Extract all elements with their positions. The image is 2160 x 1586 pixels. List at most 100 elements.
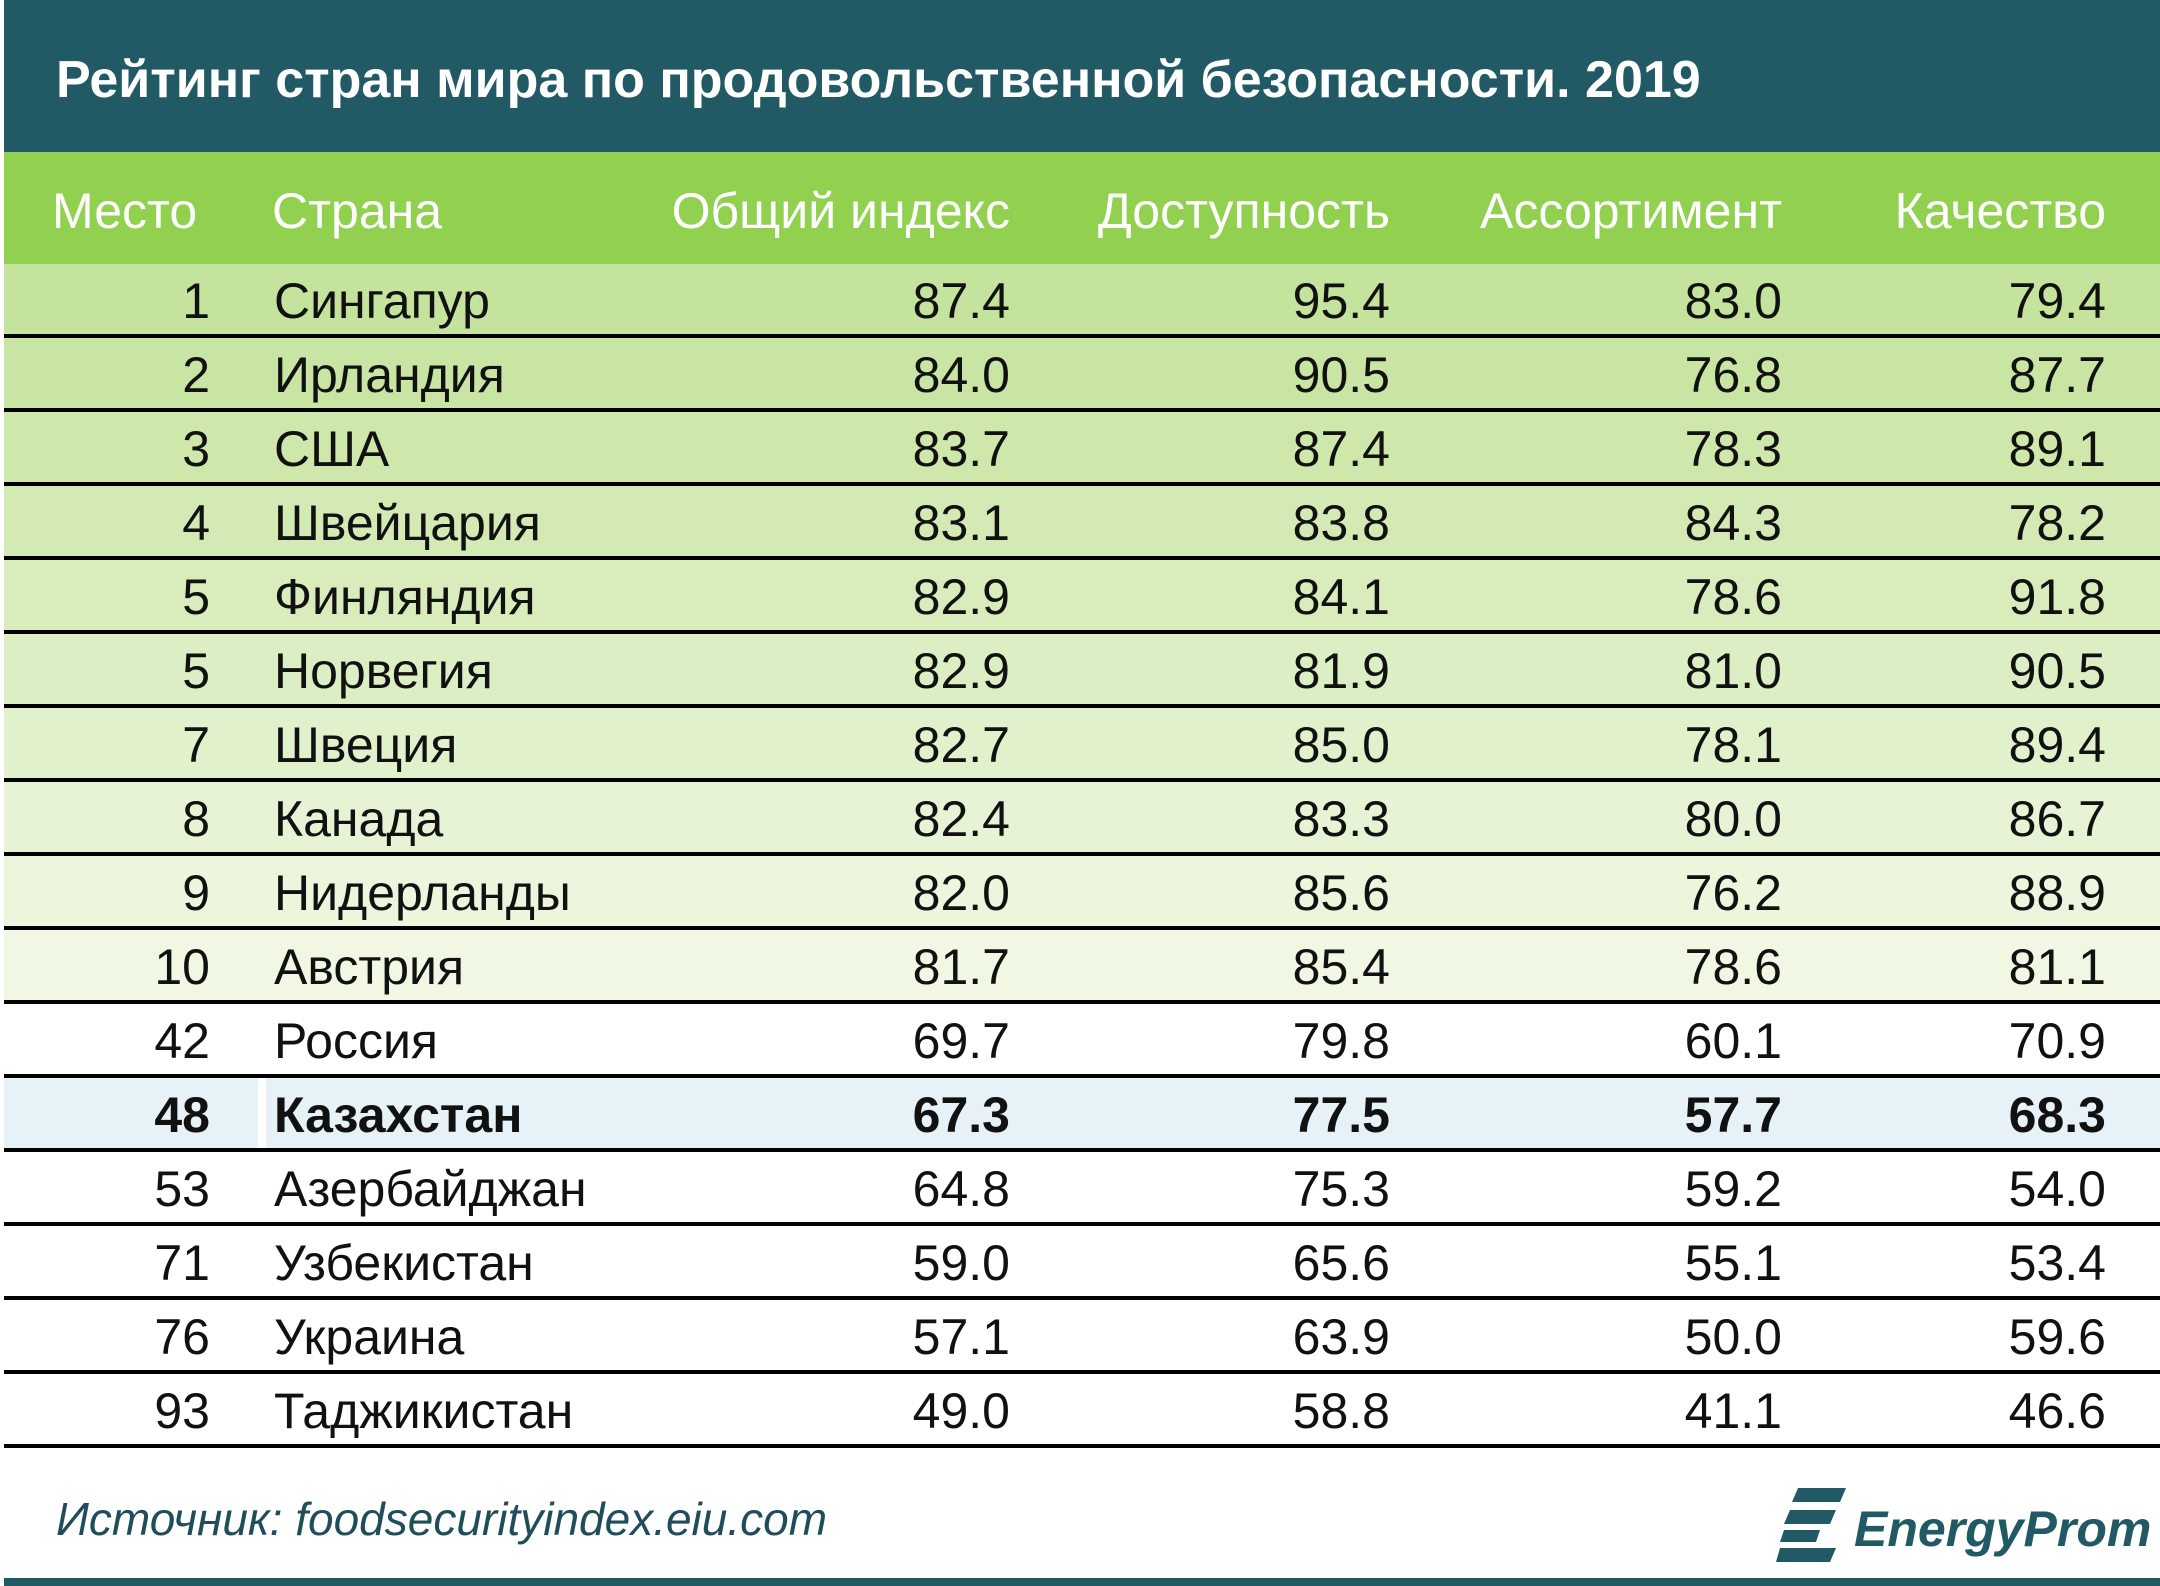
cell-access: 87.4 xyxy=(1292,421,1390,477)
cell-access: 83.8 xyxy=(1292,495,1390,551)
cell-access: 95.4 xyxy=(1292,273,1390,329)
table-row: 42 Россия 69.7 79.8 60.1 70.9 xyxy=(4,1004,2160,1078)
cell-quality: 68.3 xyxy=(2008,1087,2106,1143)
cell-quality: 59.6 xyxy=(2008,1309,2106,1365)
table-row: 9 Нидерланды 82.0 85.6 76.2 88.9 xyxy=(4,856,2160,930)
table-row: 93 Таджикистан 49.0 58.8 41.1 46.6 xyxy=(4,1374,2160,1448)
cell-access: 85.4 xyxy=(1292,939,1390,995)
cell-access: 81.9 xyxy=(1292,643,1390,699)
cell-quality: 54.0 xyxy=(2008,1161,2106,1217)
cell-quality: 78.2 xyxy=(2008,495,2106,551)
cell-total: 59.0 xyxy=(912,1235,1010,1291)
title-bar: Рейтинг стран мира по продовольственной … xyxy=(4,0,2160,152)
table-row: 1 Сингапур 87.4 95.4 83.0 79.4 xyxy=(4,264,2160,338)
table-row: 71 Узбекистан 59.0 65.6 55.1 53.4 xyxy=(4,1226,2160,1300)
cell-rank: 1 xyxy=(182,273,210,329)
header-rank: Место xyxy=(52,183,198,239)
cell-access: 79.8 xyxy=(1292,1013,1390,1069)
cell-total: 82.0 xyxy=(912,865,1010,921)
cell-quality: 89.4 xyxy=(2008,717,2106,773)
table-row: 4 Швейцария 83.1 83.8 84.3 78.2 xyxy=(4,486,2160,560)
cell-country: Канада xyxy=(274,791,444,847)
cell-access: 84.1 xyxy=(1292,569,1390,625)
header-total-index: Общий индекс xyxy=(671,183,1010,239)
cell-country: Ирландия xyxy=(274,347,505,403)
cell-total: 67.3 xyxy=(912,1087,1010,1143)
cell-rank: 2 xyxy=(182,347,210,403)
cell-quality: 91.8 xyxy=(2008,569,2106,625)
cell-country: США xyxy=(274,421,390,477)
energyprom-logo: EnergyProm xyxy=(1776,1486,2151,1566)
cell-assort: 78.1 xyxy=(1684,717,1782,773)
cell-total: 84.0 xyxy=(912,347,1010,403)
cell-rank: 5 xyxy=(182,569,210,625)
cell-assort: 83.0 xyxy=(1684,273,1782,329)
cell-country: Нидерланды xyxy=(274,865,571,921)
cell-assort: 78.3 xyxy=(1684,421,1782,477)
cell-rank: 9 xyxy=(182,865,210,921)
cell-country: Казахстан xyxy=(274,1087,523,1143)
cell-quality: 79.4 xyxy=(2008,273,2106,329)
cell-country: Норвегия xyxy=(274,643,493,699)
cell-assort: 78.6 xyxy=(1684,569,1782,625)
cell-rank: 7 xyxy=(182,717,210,773)
cell-total: 81.7 xyxy=(912,939,1010,995)
cell-access: 65.6 xyxy=(1292,1235,1390,1291)
table-row: 5 Финляндия 82.9 84.1 78.6 91.8 xyxy=(4,560,2160,634)
table-row: 8 Канада 82.4 83.3 80.0 86.7 xyxy=(4,782,2160,856)
cell-assort: 78.6 xyxy=(1684,939,1782,995)
cell-total: 49.0 xyxy=(912,1383,1010,1439)
cell-quality: 89.1 xyxy=(2008,421,2106,477)
cell-total: 82.4 xyxy=(912,791,1010,847)
cell-access: 63.9 xyxy=(1292,1309,1390,1365)
cell-assort: 81.0 xyxy=(1684,643,1782,699)
cell-rank: 10 xyxy=(154,939,210,995)
cell-rank: 48 xyxy=(154,1087,210,1143)
cell-rank: 3 xyxy=(182,421,210,477)
cell-assort: 57.7 xyxy=(1684,1087,1782,1143)
cell-country: Украина xyxy=(274,1309,465,1365)
cell-access: 85.6 xyxy=(1292,865,1390,921)
cell-rank: 76 xyxy=(154,1309,210,1365)
cell-access: 85.0 xyxy=(1292,717,1390,773)
cell-country: Швейцария xyxy=(274,495,541,551)
cell-country: Австрия xyxy=(274,939,465,995)
cell-access: 58.8 xyxy=(1292,1383,1390,1439)
cell-access: 77.5 xyxy=(1292,1087,1390,1143)
cell-rank: 93 xyxy=(154,1383,210,1439)
cell-country: Швеция xyxy=(274,717,458,773)
cell-country: Финляндия xyxy=(274,569,536,625)
bottom-rule xyxy=(4,1578,2160,1586)
cell-rank: 42 xyxy=(154,1013,210,1069)
cell-assort: 76.8 xyxy=(1684,347,1782,403)
table-row: 48 Казахстан 67.3 77.5 57.7 68.3 xyxy=(4,1078,2160,1152)
cell-country: Узбекистан xyxy=(274,1235,534,1291)
cell-total: 82.9 xyxy=(912,569,1010,625)
cell-rank: 5 xyxy=(182,643,210,699)
cell-rank: 71 xyxy=(154,1235,210,1291)
cell-country: Сингапур xyxy=(274,273,490,329)
source-note: Источник: foodsecurityindex.eiu.com xyxy=(56,1493,828,1545)
table-title: Рейтинг стран мира по продовольственной … xyxy=(56,51,1701,109)
cell-rank: 4 xyxy=(182,495,210,551)
cell-total: 83.7 xyxy=(912,421,1010,477)
cell-quality: 46.6 xyxy=(2008,1383,2106,1439)
table-row: 53 Азербайджан 64.8 75.3 59.2 54.0 xyxy=(4,1152,2160,1226)
cell-quality: 70.9 xyxy=(2008,1013,2106,1069)
cell-country: Россия xyxy=(274,1013,438,1069)
cell-assort: 41.1 xyxy=(1684,1383,1782,1439)
table-row: 5 Норвегия 82.9 81.9 81.0 90.5 xyxy=(4,634,2160,708)
header-availability: Ассортимент xyxy=(1480,183,1782,239)
cell-assort: 55.1 xyxy=(1684,1235,1782,1291)
header-row: Место Страна Общий индекс Доступность Ас… xyxy=(4,152,2160,264)
cell-quality: 86.7 xyxy=(2008,791,2106,847)
cell-assort: 76.2 xyxy=(1684,865,1782,921)
cell-quality: 81.1 xyxy=(2008,939,2106,995)
cell-quality: 87.7 xyxy=(2008,347,2106,403)
cell-total: 57.1 xyxy=(912,1309,1010,1365)
cell-assort: 59.2 xyxy=(1684,1161,1782,1217)
cell-access: 83.3 xyxy=(1292,791,1390,847)
cell-country: Азербайджан xyxy=(274,1161,587,1217)
cell-assort: 84.3 xyxy=(1684,495,1782,551)
